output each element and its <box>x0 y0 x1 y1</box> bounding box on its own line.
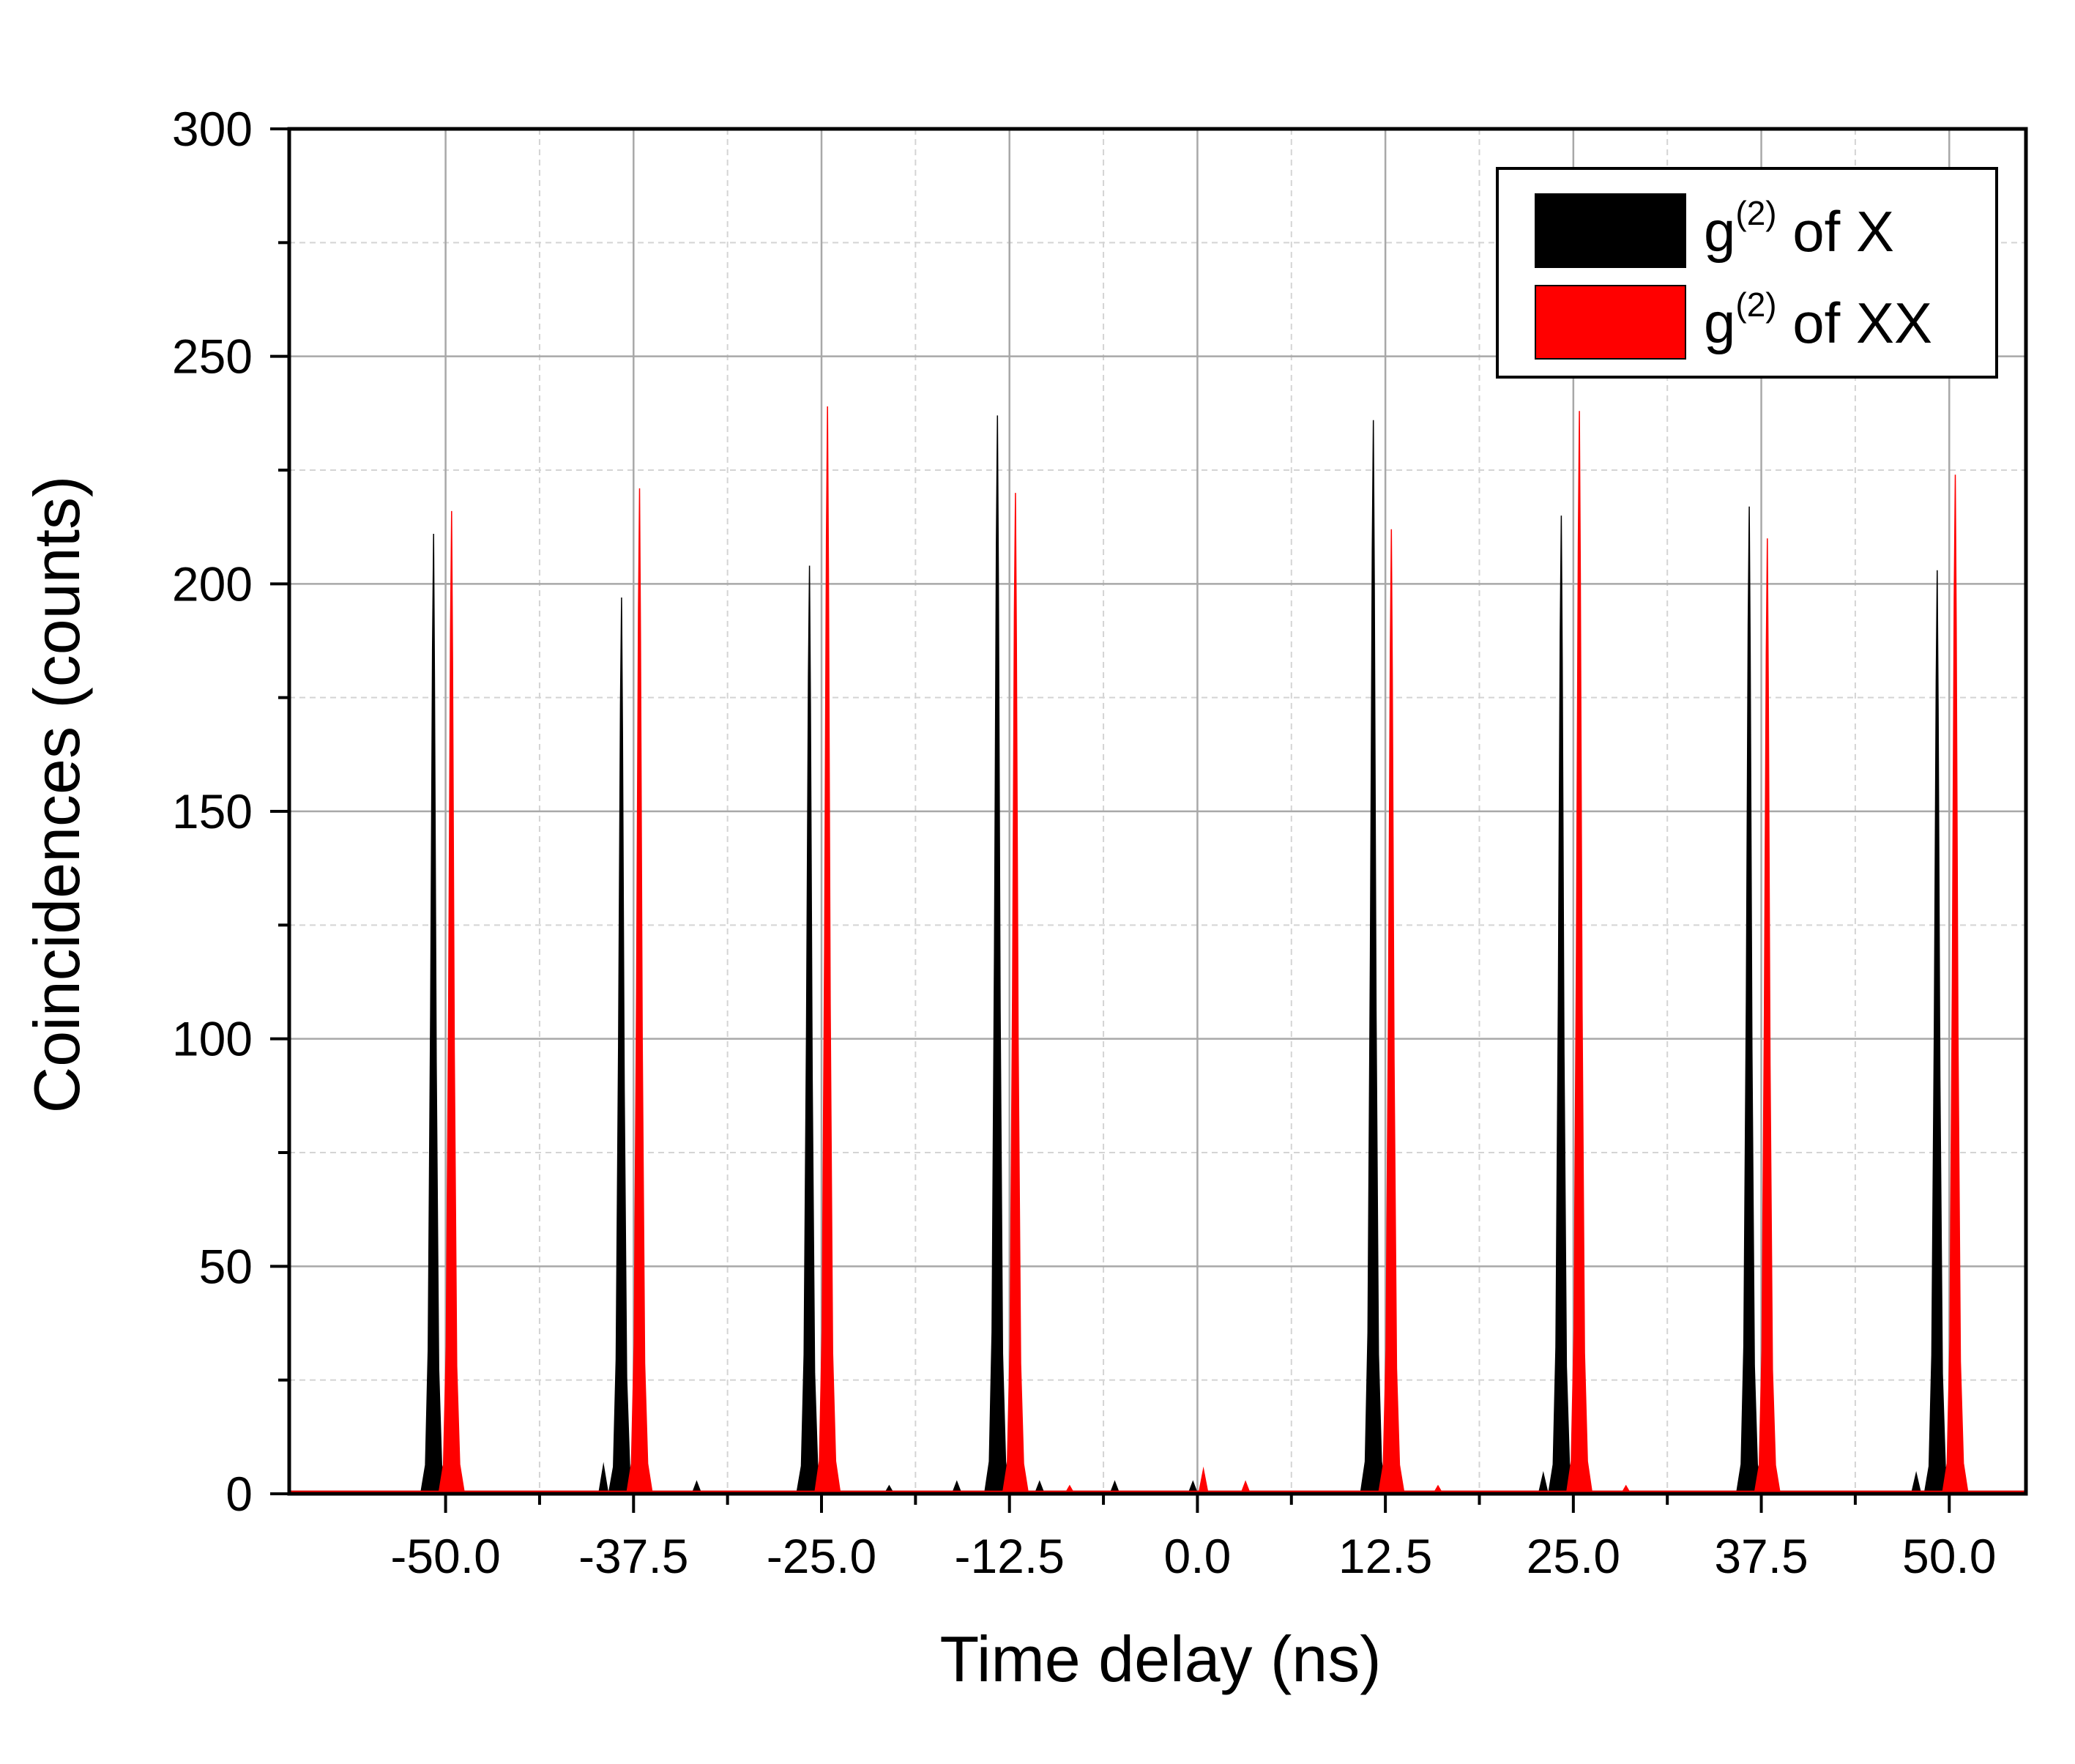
grid <box>289 129 2026 1494</box>
peak <box>1942 475 1969 1495</box>
legend-label-superscript: (2) <box>1735 286 1776 324</box>
noise-bump <box>1188 1480 1199 1494</box>
y-axis-title: Coincidences (counts) <box>21 476 93 1114</box>
x-tick-label: -25.0 <box>767 1529 876 1583</box>
noise-bump <box>1538 1470 1549 1494</box>
y-tick-label: 0 <box>226 1467 253 1521</box>
x-tick-label: -50.0 <box>390 1529 500 1583</box>
x-tick-label: 37.5 <box>1714 1529 1808 1583</box>
x-tick-label: 12.5 <box>1338 1529 1432 1583</box>
noise-bump <box>1240 1480 1251 1494</box>
noise-bump <box>1620 1484 1631 1494</box>
y-tick-label: 50 <box>199 1239 253 1293</box>
noise-bump <box>1198 1466 1209 1494</box>
x-tick-label: 0.0 <box>1164 1529 1232 1583</box>
x-tick-label: 50.0 <box>1902 1529 1996 1583</box>
peak <box>1002 493 1029 1495</box>
x-tick-label: -12.5 <box>954 1529 1064 1583</box>
x-tick-label: 25.0 <box>1527 1529 1620 1583</box>
noise-bump <box>1109 1480 1120 1494</box>
noise-bump <box>951 1480 962 1494</box>
y-tick-label: 300 <box>172 102 253 156</box>
axis-ticks <box>270 127 1951 1513</box>
peak <box>438 510 466 1495</box>
y-tick-label: 250 <box>172 330 253 384</box>
peak <box>1360 420 1387 1495</box>
legend: g(2) of Xg(2) of XX <box>1496 167 1998 379</box>
noise-bump <box>1034 1480 1045 1494</box>
y-tick-label: 150 <box>172 784 253 838</box>
y-tick-labels: 0 50 100 150 200 250 300 <box>172 102 253 1521</box>
x-tick-labels: -50.0 -37.5 -25.0 -12.5 0.0 12.5 25.0 37.5 50.0 <box>390 1529 1996 1583</box>
legend-swatch <box>1535 193 1686 268</box>
x-axis-title: Time delay (ns) <box>939 1623 1381 1695</box>
y-tick-label: 100 <box>172 1012 253 1066</box>
legend-label-base: g <box>1704 199 1735 264</box>
peak <box>1754 538 1781 1495</box>
legend-swatch <box>1535 285 1686 360</box>
peak <box>1377 529 1405 1495</box>
x-tick-label: -37.5 <box>578 1529 688 1583</box>
legend-label: g(2) of XX <box>1704 286 1932 355</box>
noise-bump <box>598 1462 609 1494</box>
legend-label-superscript: (2) <box>1735 194 1776 232</box>
peak <box>813 406 841 1495</box>
noise-bump <box>1432 1484 1444 1494</box>
peak <box>1565 411 1593 1495</box>
legend-label-base: g <box>1704 291 1735 355</box>
noise-bump <box>1910 1470 1922 1494</box>
y-tick-label: 200 <box>172 557 253 611</box>
noise-bump <box>1064 1484 1075 1494</box>
noise-bump <box>691 1480 702 1494</box>
legend-label-rest: of XX <box>1777 291 1932 355</box>
legend-label: g(2) of X <box>1704 194 1894 264</box>
peak <box>626 488 653 1495</box>
legend-label-rest: of X <box>1777 199 1894 264</box>
